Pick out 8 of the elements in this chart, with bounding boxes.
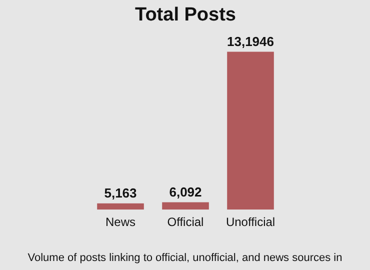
text: Volume of posts linking to official, unofficial, and news sources in (28, 252, 342, 264)
x-tick-label: Official (167, 215, 204, 230)
chart-title: Total Posts (135, 4, 236, 26)
data-label: 5,163 (104, 186, 137, 200)
x-tick-label: Unofficial (226, 215, 276, 230)
data-label: 13,1946 (227, 34, 274, 49)
x-tick-label: News (105, 215, 136, 230)
data-label: 6,092 (169, 184, 202, 200)
